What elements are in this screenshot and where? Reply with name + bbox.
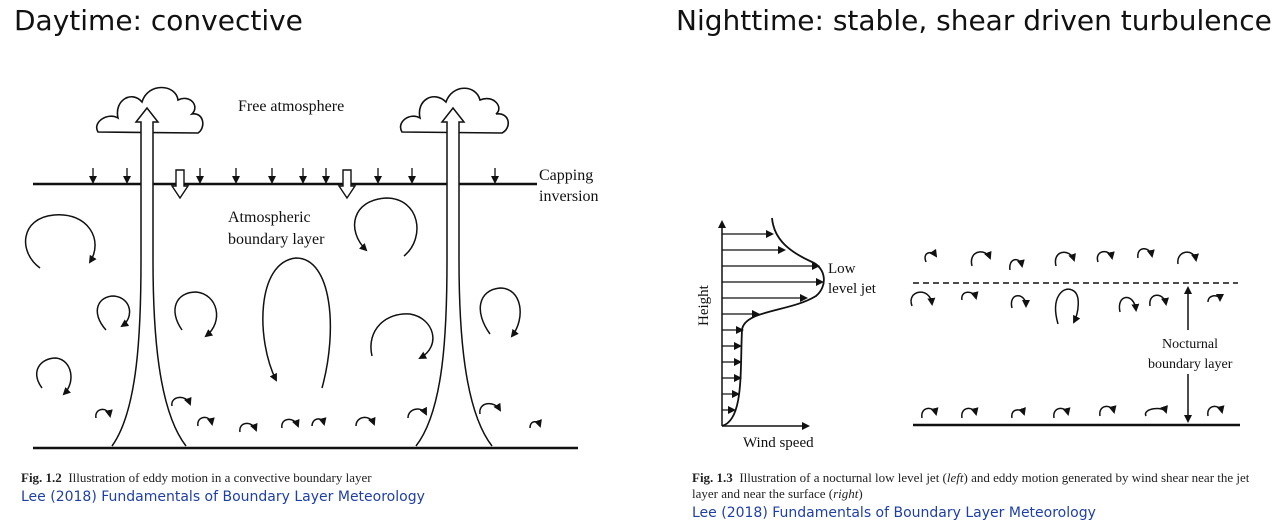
citation-right: Lee (2018) Fundamentals of Boundary Laye… — [692, 505, 1096, 521]
caption-right-left: left — [946, 470, 964, 485]
caption-right-right: right — [833, 486, 859, 501]
free-atmosphere-label: Free atmosphere — [238, 98, 344, 115]
thermal-plume-right — [415, 106, 493, 447]
caption-right-text-c: ) — [858, 486, 863, 501]
daytime-title: Daytime: convective — [14, 4, 303, 37]
jet-eddies-top — [924, 248, 1199, 271]
entrainment-arrow-left — [170, 169, 190, 200]
nbl-label-line1: Nocturnal — [1162, 337, 1218, 352]
convective-eddies — [24, 197, 542, 433]
convective-figure — [24, 86, 578, 450]
thermal-plume-left — [111, 106, 187, 447]
caption-left-text: Illustration of eddy motion in a convect… — [68, 470, 372, 485]
jet-eddies-bottom — [910, 288, 1224, 325]
abl-label-line2: boundary layer — [228, 231, 325, 248]
capping-label-line1: Capping — [539, 167, 593, 184]
capping-label-line2: inversion — [539, 188, 599, 205]
caption-left: Fig. 1.2 Illustration of eddy motion in … — [21, 470, 372, 486]
nocturnal-figure — [718, 217, 1240, 430]
caption-right-label: Fig. 1.3 — [692, 470, 733, 485]
nighttime-title: Nighttime: stable, shear driven turbulen… — [676, 4, 1272, 37]
height-axis-label: Height — [696, 284, 712, 326]
entrainment-arrow-right — [337, 169, 357, 200]
caption-right-text-b: ) and eddy motion generated by wind shea… — [692, 470, 1250, 501]
wind-profile-curve — [721, 217, 825, 427]
citation-left: Lee (2018) Fundamentals of Boundary Laye… — [21, 489, 425, 505]
caption-left-label: Fig. 1.2 — [21, 470, 62, 485]
jet-label-line1: Low — [828, 261, 856, 277]
caption-right-text-a: Illustration of a nocturnal low level je… — [739, 470, 947, 485]
caption-right: Fig. 1.3 Illustration of a nocturnal low… — [692, 470, 1272, 502]
jet-label-line2: level jet — [828, 281, 877, 297]
nbl-label-line2: boundary layer — [1148, 357, 1233, 372]
surface-eddies — [921, 405, 1225, 419]
subsidence-arrows — [89, 168, 499, 184]
abl-label-line1: Atmospheric — [228, 209, 311, 226]
wind-profile-arrows — [722, 230, 824, 414]
wind-speed-axis-label: Wind speed — [743, 435, 814, 451]
